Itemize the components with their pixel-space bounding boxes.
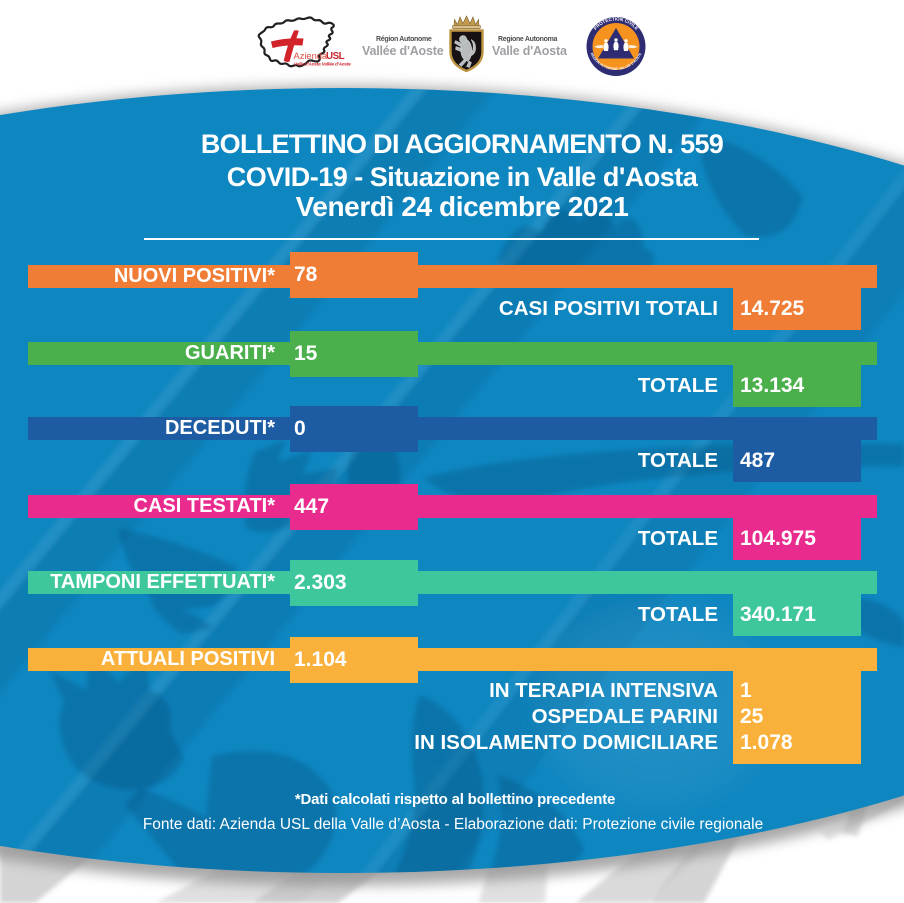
svg-text:Regione Autonoma: Regione Autonoma	[498, 36, 558, 43]
svg-text:Valle d'Aosta: Valle d'Aosta	[492, 44, 568, 58]
svg-text:USL: USL	[326, 51, 345, 62]
svg-text:Azienda: Azienda	[294, 51, 328, 61]
svg-text:Vallée d'Aoste: Vallée d'Aoste	[362, 44, 444, 58]
svg-text:Région Autonome: Région Autonome	[376, 36, 432, 43]
svg-text:Valle d'Aosta Vallée d'Aoste: Valle d'Aosta Vallée d'Aoste	[294, 62, 351, 67]
